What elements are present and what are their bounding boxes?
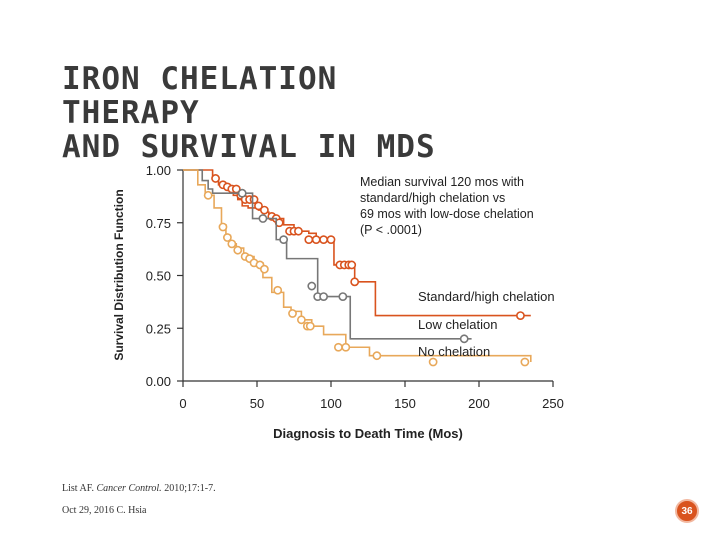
censor-mark bbox=[279, 235, 289, 245]
annotation-line: (P < .0001) bbox=[360, 223, 422, 237]
censor-mark bbox=[428, 357, 438, 367]
annotation-line: standard/high chelation vs bbox=[360, 191, 505, 205]
x-axis-title: Diagnosis to Death Time (Mos) bbox=[273, 426, 463, 441]
slide-title-line-1: IRON CHELATION THERAPY bbox=[62, 61, 338, 131]
censor-mark bbox=[203, 190, 213, 200]
x-tick-label: 200 bbox=[468, 396, 490, 411]
censor-mark bbox=[305, 321, 315, 331]
slide-title-line-2: AND SURVIVAL IN MDS bbox=[62, 129, 436, 165]
censor-mark bbox=[319, 235, 328, 245]
censor-mark bbox=[520, 357, 530, 367]
censor-mark bbox=[211, 174, 220, 183]
citation-journal: Cancer Control. bbox=[96, 483, 162, 494]
censor-mark bbox=[227, 239, 237, 249]
censor-mark bbox=[218, 222, 228, 232]
series-label: Standard/high chelation bbox=[418, 289, 555, 304]
censor-mark bbox=[347, 260, 357, 270]
chart-axes: 0.00 0.25 0.50 0.75 1.00 0 50 100 150 200 250 Diagn… bbox=[112, 163, 564, 441]
censor-mark bbox=[311, 235, 321, 245]
censor-mark bbox=[222, 233, 232, 242]
censor-mark bbox=[259, 205, 269, 215]
x-tick-label: 250 bbox=[542, 396, 564, 411]
censor-mark bbox=[288, 309, 297, 318]
censor-mark bbox=[459, 334, 469, 344]
censor-mark bbox=[294, 226, 303, 236]
censor-mark bbox=[516, 311, 525, 320]
series-label: Low chelation bbox=[418, 317, 498, 332]
censor-mark bbox=[372, 351, 382, 361]
censor-mark bbox=[254, 201, 263, 211]
x-tick-label: 100 bbox=[320, 396, 342, 411]
censor-mark bbox=[319, 292, 328, 301]
series-label: No chelation bbox=[418, 344, 490, 359]
slide-title: IRON CHELATION THERAPY AND SURVIVAL IN M… bbox=[62, 62, 482, 164]
censor-mark bbox=[307, 281, 317, 291]
annotation-line: Median survival 120 mos with bbox=[360, 175, 524, 189]
censor-mark bbox=[350, 277, 360, 287]
x-tick-label: 50 bbox=[250, 396, 264, 411]
censor-mark bbox=[258, 214, 268, 223]
y-axis-title: Survival Distribution Function bbox=[112, 189, 126, 360]
citation-ref: 2010;17:1-7. bbox=[164, 483, 216, 494]
y-tick-label: 0.25 bbox=[146, 321, 171, 336]
y-tick-label: 0.75 bbox=[146, 216, 171, 231]
censor-mark bbox=[333, 342, 343, 352]
chart-annotation: Median survival 120 mos with standard/hig… bbox=[360, 175, 534, 237]
citation-author: List AF. bbox=[62, 483, 94, 494]
x-tick-label: 0 bbox=[179, 396, 186, 411]
censor-mark bbox=[326, 235, 336, 245]
censor-mark bbox=[259, 264, 269, 274]
censor-mark bbox=[296, 315, 306, 325]
censor-mark bbox=[237, 188, 247, 198]
y-tick-label: 1.00 bbox=[146, 163, 171, 178]
x-tick-label: 150 bbox=[394, 396, 416, 411]
y-tick-label: 0.50 bbox=[146, 269, 171, 284]
citation: List AF. Cancer Control. 2010;17:1-7. bbox=[62, 483, 216, 494]
censor-mark bbox=[233, 245, 243, 255]
censor-mark bbox=[273, 285, 283, 295]
annotation-line: 69 mos with low-dose chelation bbox=[360, 207, 534, 221]
censor-mark bbox=[338, 292, 348, 301]
footer-date-author: Oct 29, 2016 C. Hsia bbox=[62, 505, 147, 516]
y-tick-label: 0.00 bbox=[146, 374, 171, 389]
censor-mark bbox=[341, 342, 351, 352]
censor-mark bbox=[304, 235, 314, 245]
chart-curves: Standard/high chelation Low chelation No c… bbox=[183, 169, 555, 367]
page-number-badge: 36 bbox=[675, 499, 699, 523]
